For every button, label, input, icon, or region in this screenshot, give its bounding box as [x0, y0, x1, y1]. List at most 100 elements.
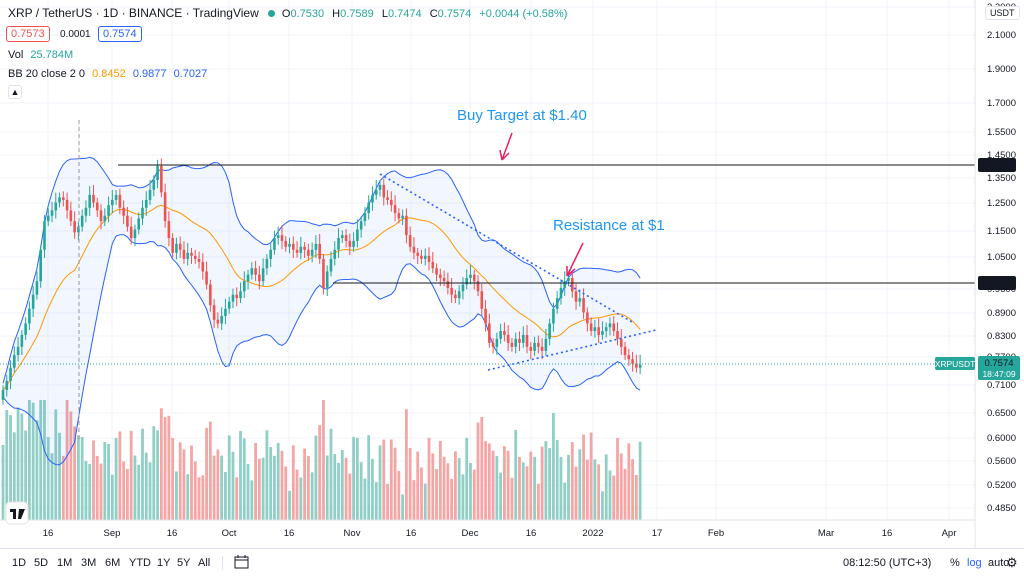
- volume-bar: [95, 455, 99, 520]
- tradingview-logo[interactable]: [5, 501, 29, 525]
- volume-legend[interactable]: Vol 25.784M: [8, 49, 73, 61]
- candle-body: [114, 194, 118, 200]
- log-scale-toggle[interactable]: log: [967, 557, 982, 569]
- calendar-range-icon[interactable]: [234, 555, 250, 572]
- volume-bar: [167, 415, 171, 520]
- timeframe-1y[interactable]: 1Y: [157, 557, 171, 569]
- volume-bar: [250, 480, 254, 520]
- timeframe-3m[interactable]: 3M: [81, 557, 97, 569]
- bollinger-legend[interactable]: BB 20 close 2 0 0.8452 0.9877 0.7027: [8, 68, 207, 80]
- bollinger-lower-value: 0.7027: [173, 68, 208, 80]
- volume-bar: [186, 474, 190, 520]
- candle-body: [363, 213, 367, 222]
- candle-body: [529, 346, 533, 351]
- bollinger-upper-band: [2, 156, 641, 384]
- symbol-title[interactable]: XRP / TetherUS · 1D · BINANCE · TradingV…: [8, 6, 259, 20]
- price-tick-label: 0.6000: [987, 433, 1016, 444]
- auto-scale-toggle[interactable]: auto: [988, 557, 1010, 569]
- timeframe-5y[interactable]: 5Y: [177, 557, 191, 569]
- annotation-buy-target[interactable]: Buy Target at $1.40: [457, 107, 587, 124]
- timeframe-1m[interactable]: 1M: [57, 557, 73, 569]
- volume-bar: [144, 452, 148, 520]
- svg-text:XRPUSDT: XRPUSDT: [935, 359, 976, 369]
- ohlc-low: 0.7474: [387, 8, 422, 20]
- volume-bar: [39, 400, 43, 520]
- timeframe-all[interactable]: All: [198, 557, 211, 569]
- volume-bar: [163, 417, 167, 520]
- time-tick-label: 16: [167, 528, 178, 539]
- currency-label[interactable]: USDT: [985, 6, 1020, 20]
- candle-body: [99, 210, 103, 222]
- timeframe-1d[interactable]: 1D: [12, 557, 27, 569]
- candle-body: [359, 221, 363, 230]
- volume-bar: [386, 483, 389, 520]
- time-tick-label: Dec: [462, 528, 479, 539]
- volume-bar: [378, 445, 382, 520]
- sell-price-button[interactable]: 0.7573: [6, 26, 50, 42]
- candle-body: [167, 221, 171, 239]
- volume-bar: [5, 410, 9, 520]
- candle-body: [197, 258, 201, 262]
- candle-body: [318, 243, 321, 259]
- bollinger-label: BB 20 close 2 0: [8, 68, 86, 80]
- buy-price-button[interactable]: 0.7574: [98, 26, 142, 42]
- volume-bar: [99, 463, 103, 520]
- timeframe-6m[interactable]: 6M: [105, 557, 121, 569]
- candle-body: [137, 218, 141, 230]
- volume-bar: [80, 437, 84, 520]
- candle-body: [163, 192, 167, 222]
- volume-bar: [73, 426, 77, 520]
- price-chart[interactable]: Buy Target at $1.40 Resistance at $1 2.2…: [0, 0, 1024, 548]
- clock-display[interactable]: 08:12:50 (UTC+3): [843, 557, 932, 569]
- candle-body: [216, 319, 220, 324]
- volume-bar: [322, 400, 325, 520]
- volume-bar: [619, 453, 623, 520]
- volume-bar: [306, 456, 310, 520]
- volume-bar: [340, 450, 344, 520]
- candle-body: [239, 291, 242, 299]
- timeframe-5d[interactable]: 5D: [34, 557, 49, 569]
- time-axis[interactable]: 16 Sep 16 Oct 16 Nov 16 Dec 16 2022 17 Feb Mar 16 Apr: [43, 528, 957, 539]
- candle-body: [201, 261, 205, 272]
- candle-body: [118, 194, 122, 208]
- candle-body: [503, 331, 506, 335]
- ohlc-high: 0.7589: [340, 8, 374, 20]
- chevron-up-icon[interactable]: ▲: [8, 85, 22, 99]
- volume-bar: [133, 455, 137, 520]
- candle-body: [412, 246, 416, 253]
- candle-body: [69, 210, 73, 222]
- volume-bar: [593, 459, 597, 520]
- annotation-resistance[interactable]: Resistance at $1: [553, 217, 665, 234]
- volume-bar: [77, 435, 80, 520]
- volume-bar: [363, 478, 367, 520]
- bollinger-lower-band: [2, 234, 641, 466]
- candle-body: [405, 215, 408, 236]
- candle-body: [58, 197, 61, 203]
- volume-bar: [469, 463, 472, 520]
- descending-trendline[interactable]: [379, 173, 633, 323]
- time-tick-label: 16: [526, 528, 537, 539]
- candle-body: [111, 199, 114, 206]
- annotation-arrow-buy-target: [499, 132, 513, 161]
- volume-bar: [435, 469, 438, 520]
- price-axis[interactable]: 2.20002.10001.90001.70001.55001.45001.35…: [987, 2, 1016, 514]
- volume-bar: [427, 437, 431, 520]
- candle-body: [231, 294, 235, 302]
- percent-toggle[interactable]: %: [950, 557, 960, 569]
- volume-bar: [536, 483, 540, 520]
- volume-bar: [442, 456, 446, 520]
- candle-body: [548, 323, 551, 339]
- volume-bar: [416, 451, 420, 520]
- candle-body: [337, 238, 340, 250]
- volume-bar: [190, 445, 193, 520]
- gear-icon[interactable]: ⚙: [1006, 555, 1018, 570]
- candle-body: [552, 308, 555, 324]
- volume-bar: [333, 454, 337, 520]
- ascending-trendline[interactable]: [487, 329, 657, 371]
- volume-bar: [499, 472, 503, 520]
- price-tag-1-4038: 1.4038: [978, 158, 1016, 172]
- volume-bar: [84, 461, 88, 520]
- volume-bar: [46, 437, 50, 520]
- candle-body: [246, 274, 250, 282]
- timeframe-ytd[interactable]: YTD: [129, 557, 151, 569]
